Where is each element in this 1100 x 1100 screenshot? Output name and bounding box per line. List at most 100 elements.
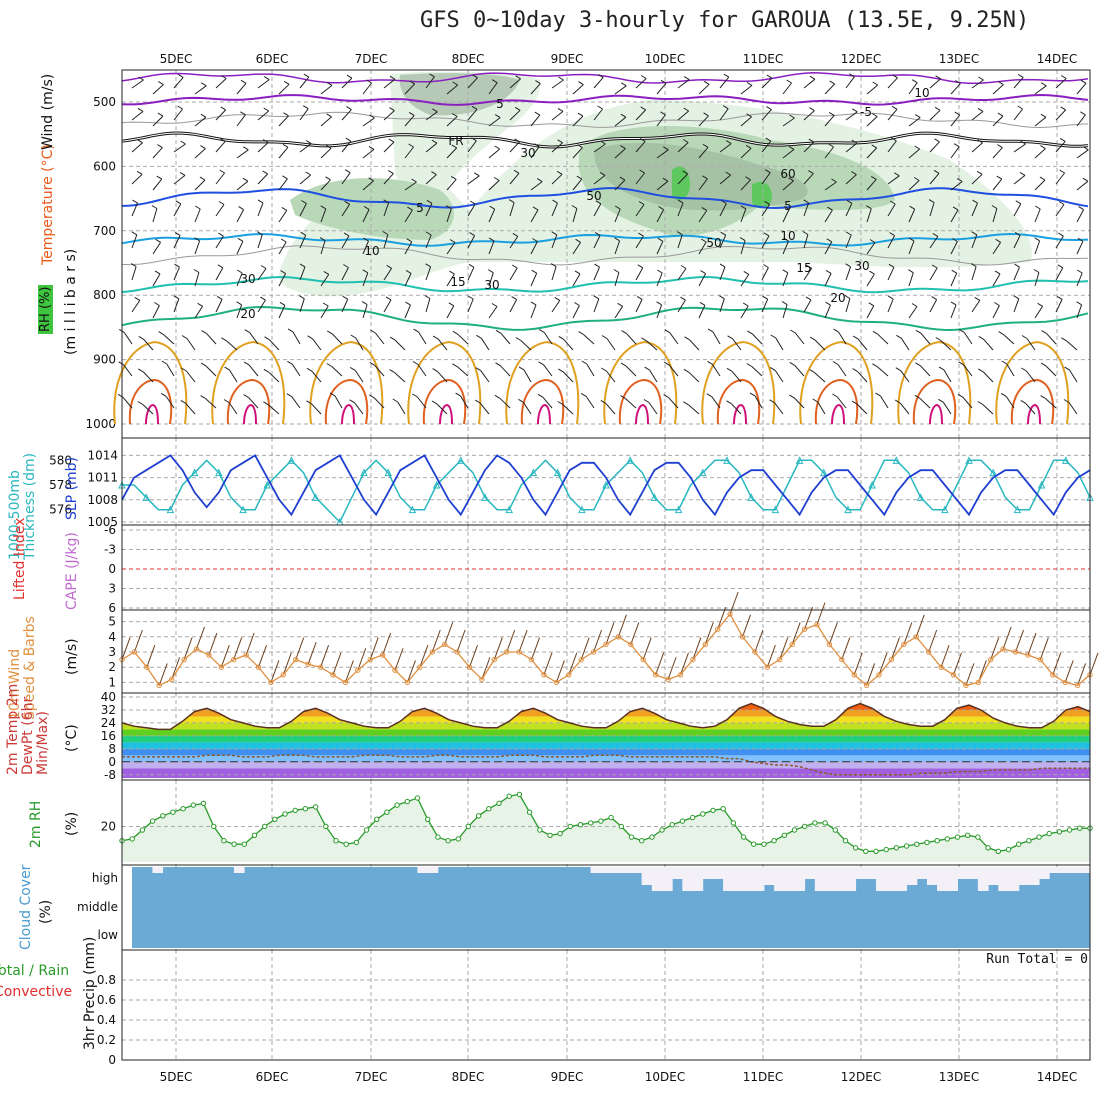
day-label-top: 12DEC [841, 52, 881, 66]
wind-barb-flag [538, 328, 545, 333]
wind-barb [205, 398, 217, 409]
wind-barb-flag [719, 295, 725, 300]
wind10-marker [454, 649, 460, 655]
cloud-unit-label: (%) [38, 899, 54, 924]
rh2m-marker [526, 809, 533, 815]
wind10-barb [940, 645, 950, 668]
cape-contour-magenta [341, 403, 355, 425]
wind-barb-flag [723, 73, 730, 78]
wind-barb [341, 109, 352, 121]
rh2m-marker [384, 809, 390, 815]
wind-barb-flag [405, 301, 411, 306]
wind-barb-flag [866, 205, 872, 210]
rh2m-marker [740, 834, 747, 840]
wind-barb [992, 115, 1004, 127]
wind-barb [606, 338, 616, 351]
rh2m-marker [496, 800, 502, 806]
wind10-barb [382, 632, 392, 656]
wind-barb [782, 180, 794, 191]
wind-barb-flag [489, 205, 495, 210]
rh2m-marker [588, 820, 594, 826]
wind-barb [635, 141, 646, 153]
wind-barb [173, 77, 184, 89]
rh2m-marker [1005, 846, 1012, 853]
cloud-gap [611, 867, 622, 873]
wind-barb [215, 141, 226, 153]
wind-barb-flag [157, 112, 164, 117]
cloud-gap [855, 867, 867, 879]
wind-barb-flag [803, 199, 809, 204]
wind-barb [866, 116, 878, 127]
wind-barb [131, 173, 143, 185]
wind-barb-flag [746, 363, 753, 367]
rh2m-marker [414, 795, 421, 801]
wind-barb [488, 208, 496, 223]
wind-barb-flag [872, 330, 879, 335]
wind-barb-flag [363, 237, 369, 242]
thickness-tick: 576 [49, 503, 72, 517]
wind-barb-flag [408, 143, 414, 148]
wind10-marker [715, 626, 721, 632]
temp-band [122, 748, 1090, 756]
cloud-gap [662, 867, 673, 891]
cloud-gap [1008, 867, 1020, 891]
wind-barb-flag [974, 296, 981, 301]
thickness-marker [456, 456, 465, 464]
cape-contour-magenta [439, 403, 453, 425]
wind-barb [1055, 204, 1065, 217]
wind-barb [677, 234, 683, 249]
wind-barb-flag [386, 264, 392, 269]
wind-barb-flag [550, 263, 557, 268]
wind-barb-flag [932, 232, 939, 237]
wind-barb [698, 178, 708, 191]
wind-barb-flag [845, 231, 852, 236]
wind-barb-flag [789, 361, 796, 366]
wind-barb-flag [931, 296, 937, 301]
wind-barb-flag [683, 76, 690, 81]
wind10-barb [394, 648, 404, 671]
wind-barb [373, 397, 385, 409]
wind-barb [236, 272, 243, 287]
wind-barb-flag [892, 74, 898, 79]
slp-line [121, 454, 1091, 517]
wind-barb [803, 268, 813, 281]
wind-barb-flag [851, 400, 858, 405]
wind10-marker [826, 641, 833, 648]
thickness-marker [698, 468, 707, 477]
wind-barb [950, 114, 961, 127]
wind-barb-flag [1015, 200, 1022, 205]
contour-label: 30 [520, 146, 535, 160]
rh2m-tick: 20 [101, 819, 116, 833]
wind-barb-flag [558, 76, 564, 81]
temp-contour-5 [121, 187, 1089, 210]
wind-barb [626, 333, 637, 345]
wind-barb-flag [915, 362, 921, 367]
wind-barb-flag [977, 401, 984, 405]
wind-barb-flag [640, 75, 647, 79]
cloud-gap [794, 867, 806, 891]
wind-barb [1034, 148, 1046, 159]
wind-barb-flag [325, 144, 332, 149]
wind-barb-flag [217, 264, 224, 269]
wind10-barb [171, 657, 181, 680]
rh2m-marker [149, 818, 156, 824]
wind10-barb [469, 645, 478, 668]
temp-contour-10 [121, 232, 1089, 247]
wind-barb-flag [644, 366, 650, 371]
wind-barb-flag [491, 79, 498, 84]
wind-barb [593, 77, 604, 89]
wind-barb [417, 396, 427, 409]
wind-barb-flag [1017, 105, 1023, 110]
cloud-gap [937, 867, 948, 891]
thickness-marker [481, 493, 489, 501]
wind-barb [299, 203, 307, 217]
wind-barb [740, 240, 746, 255]
wind10-barb [642, 637, 652, 660]
pressure-tick: 500 [93, 95, 116, 109]
rh2m-marker [802, 823, 808, 830]
wind-barb [689, 339, 700, 351]
wind-barb [320, 147, 332, 159]
wind-barb [992, 208, 998, 223]
cape-contour-orange [716, 378, 761, 425]
wind-barb [1013, 77, 1024, 89]
